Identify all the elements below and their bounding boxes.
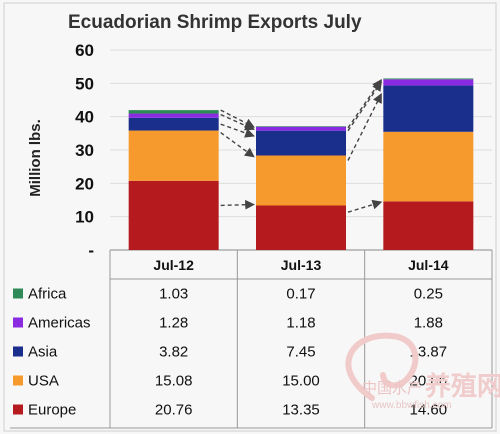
- trend-arrows: [220, 78, 383, 213]
- legend-label-usa: USA: [28, 373, 59, 390]
- bar-segment-africa: [256, 126, 346, 127]
- trend-arrow: [220, 123, 255, 138]
- bar-segment-asia: [128, 117, 219, 131]
- data-label: 1.03: [159, 286, 188, 303]
- bar-segment-americas: [383, 79, 474, 86]
- data-label: 20.76: [155, 402, 193, 419]
- trend-arrow: [347, 78, 382, 129]
- trend-arrow: [220, 131, 255, 158]
- legend-swatch-africa: [13, 288, 23, 299]
- trend-arrow: [220, 109, 255, 128]
- data-label: 3.82: [159, 344, 188, 361]
- bar-segment-africa: [383, 78, 474, 80]
- data-label: 20.86: [410, 373, 448, 390]
- data-label: 15.08: [155, 373, 193, 390]
- trend-arrow: [347, 199, 383, 213]
- legend-label-europe: Europe: [28, 402, 76, 419]
- x-tick-label: Jul-14: [408, 257, 449, 273]
- bar-segment-americas: [256, 126, 346, 131]
- legend-label-asia: Asia: [28, 344, 58, 361]
- data-label: 1.18: [286, 315, 315, 332]
- x-tick-label: Jul-12: [153, 257, 194, 273]
- watermark-logo-icon: [345, 332, 419, 401]
- y-tick-label: 10: [75, 208, 94, 227]
- bar-segment-africa: [128, 110, 219, 114]
- data-label: 1.88: [414, 315, 443, 332]
- bar-segment-usa: [383, 131, 474, 202]
- y-tick-label: -: [88, 241, 94, 260]
- y-tick-labels: - 10 20 30 40 50 60: [75, 41, 94, 260]
- x-tick-label: Jul-13: [281, 257, 322, 273]
- data-label: 0.17: [286, 286, 315, 303]
- watermark-text-2: 养殖网: [424, 371, 500, 401]
- chart-title: Ecuadorian Shrimp Exports July: [68, 12, 362, 33]
- data-label: 14.60: [410, 402, 448, 419]
- bar-segment-usa: [256, 155, 346, 206]
- trend-arrow: [220, 199, 255, 210]
- y-tick-label: 20: [75, 174, 94, 193]
- bar-segment-europe: [128, 180, 219, 250]
- y-tick-label: 60: [75, 41, 94, 60]
- data-label: 13.87: [410, 344, 448, 361]
- bar-segment-asia: [383, 85, 474, 132]
- trend-arrow: [220, 113, 255, 131]
- y-tick-label: 40: [75, 108, 94, 127]
- data-label: 13.35: [282, 402, 320, 419]
- bar-segment-americas: [128, 113, 219, 118]
- watermark-text-1: 中国水产: [362, 380, 422, 397]
- legend-swatch-americas: [13, 317, 23, 328]
- data-label: 0.25: [414, 286, 443, 303]
- bar-segment-europe: [383, 201, 474, 250]
- trend-arrow: [347, 93, 382, 161]
- watermark: 中国水产 养殖网 www.bbwfish.com: [345, 332, 500, 411]
- y-tick-label: 30: [75, 141, 94, 160]
- data-table: Jul-12 Jul-13 Jul-14 Africa 1.03 0.17 0.25 Amer…: [10, 250, 493, 429]
- data-label: 15.00: [282, 373, 320, 390]
- legend-swatch-europe: [13, 404, 23, 415]
- data-label: 7.45: [286, 344, 315, 361]
- chart-frame: [3, 2, 497, 432]
- y-axis-label: Million lbs.: [27, 119, 44, 197]
- trend-arrow: [347, 81, 382, 132]
- legend-label-americas: Americas: [28, 315, 91, 332]
- bar-segment-europe: [256, 205, 346, 250]
- legend-swatch-asia: [13, 346, 23, 357]
- y-tick-label: 50: [75, 74, 94, 93]
- legend-swatch-usa: [13, 375, 23, 386]
- bar-segment-asia: [256, 130, 346, 156]
- bar-segment-usa: [128, 130, 219, 181]
- legend-label-africa: Africa: [28, 286, 67, 303]
- data-label: 1.28: [159, 315, 188, 332]
- bars: [128, 78, 474, 250]
- watermark-text-3: www.bbwfish.com: [371, 400, 451, 411]
